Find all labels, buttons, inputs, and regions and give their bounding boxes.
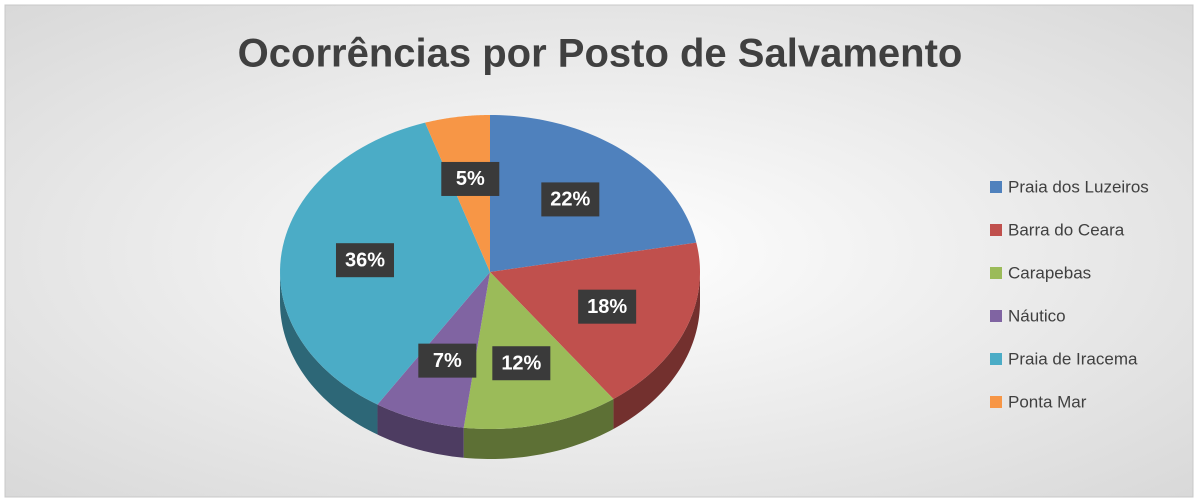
data-label-box [578,289,637,324]
legend-swatch [990,224,1002,236]
legend-label: Ponta Mar [1008,392,1087,411]
legend-label: Praia dos Luzeiros [1008,177,1149,196]
data-label: 22% [550,189,590,211]
data-label: 18% [587,296,627,318]
data-label-box [492,346,551,381]
slice-side [280,272,378,435]
data-label-box [541,182,600,217]
legend-swatch [990,310,1002,322]
legend-label: Náutico [1008,306,1066,325]
legend-label: Praia de Iracema [1008,349,1138,368]
legend-swatch [990,396,1002,408]
data-label: 5% [456,168,485,190]
data-label: 7% [433,350,462,372]
chart-title: Ocorrências por Posto de Salvamento [238,32,963,76]
data-label-box [418,343,477,378]
data-label: 12% [501,353,541,375]
data-label-box [335,243,394,278]
slice-side [377,404,464,458]
legend-label: Barra do Ceara [1008,220,1125,239]
legend-label: Carapebas [1008,263,1091,282]
legend-swatch [990,181,1002,193]
legend-swatch [990,267,1002,279]
legend-swatch [990,353,1002,365]
data-label-box [441,161,500,196]
slice-side [463,399,614,459]
data-label: 36% [345,249,385,271]
slice-side [613,272,700,430]
